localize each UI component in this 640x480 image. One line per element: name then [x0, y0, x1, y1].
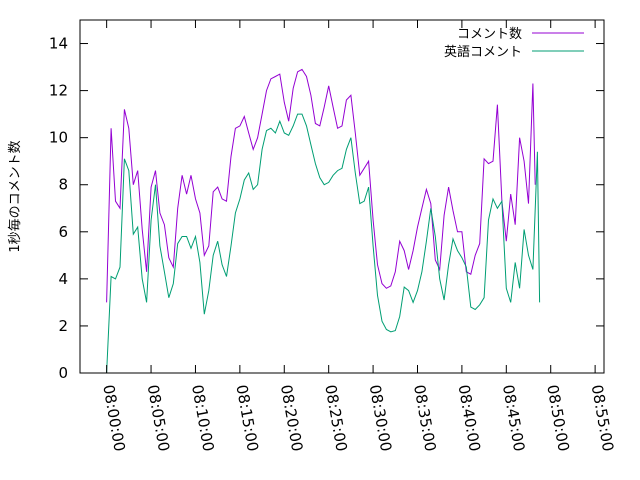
y-axis-title-text: 1秒毎のコメント数 [7, 140, 23, 252]
y-tick-label: 6 [58, 223, 68, 241]
axes: 0 2 4 6 8 10 12 14 08:00:00 08:05:00 08:10:00 08:15… [49, 20, 617, 453]
plot-area [106, 68, 541, 374]
x-tick-label: 08:05:00 [144, 383, 173, 452]
x-tick-label: 08:00:00 [99, 383, 128, 452]
legend-label-1: コメント数 [457, 27, 522, 42]
series-line-1 [106, 68, 536, 303]
y-tick-label: 12 [49, 82, 68, 100]
y-axis-title: 1秒毎のコメント数 [7, 140, 23, 252]
y-tick-label: 0 [58, 364, 68, 382]
y-tick-label: 2 [58, 317, 68, 335]
x-tick-label: 08:25:00 [321, 383, 350, 452]
x-tick-label: 08:40:00 [455, 383, 484, 452]
x-tick-label: 08:35:00 [410, 383, 439, 452]
y-tick-label: 8 [58, 176, 68, 194]
x-tick-label: 08:45:00 [499, 383, 528, 452]
x-tick-label: 08:20:00 [277, 383, 306, 452]
legend-label-2: 英語コメント [444, 44, 522, 60]
plot-frame [79, 19, 605, 374]
y-tick-label: 14 [49, 35, 68, 53]
y-tick-label: 4 [58, 270, 68, 288]
y-tick-label: 10 [49, 129, 68, 147]
x-tick-label: 08:50:00 [543, 383, 572, 452]
x-tick-label: 08:15:00 [232, 383, 261, 452]
x-tick-label: 08:30:00 [366, 383, 395, 452]
x-tick-label: 08:10:00 [188, 383, 217, 452]
x-tick-label: 08:55:00 [588, 383, 617, 452]
series-line-2 [106, 113, 541, 374]
